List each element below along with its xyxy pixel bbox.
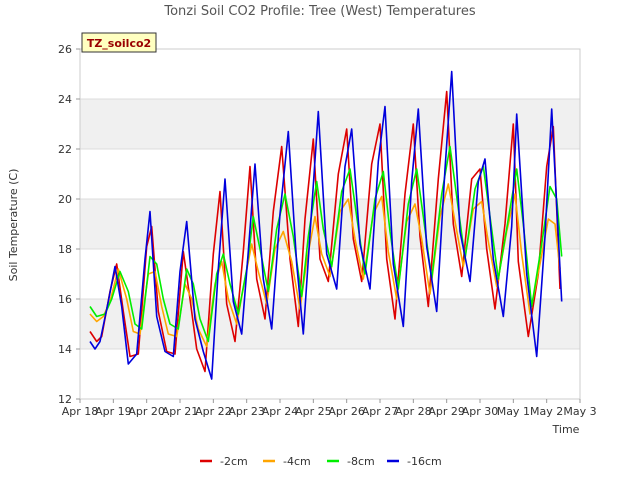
x-tick-label: Apr 21 (162, 405, 199, 418)
series-line-4cm (89, 183, 561, 348)
grid-band (80, 299, 580, 349)
y-tick-label: 24 (58, 93, 72, 106)
y-tick-label: 14 (58, 343, 72, 356)
x-tick-label: Apr 23 (228, 405, 265, 418)
y-axis-label: Soil Temperature (C) (7, 169, 20, 282)
x-tick-label: Apr 30 (462, 405, 499, 418)
x-tick-label: Apr 18 (62, 405, 99, 418)
x-tick-label: Apr 26 (328, 405, 365, 418)
x-tick-label: Apr 19 (95, 405, 132, 418)
y-tick-label: 18 (58, 243, 72, 256)
y-axis: 12 14 16 18 20 22 24 26 (58, 43, 80, 406)
legend-label: -16cm (407, 455, 442, 468)
x-tick-label: Apr 25 (295, 405, 332, 418)
chart-title: Tonzi Soil CO2 Profile: Tree (West) Temp… (163, 4, 476, 19)
legend: -2cm -4cm -8cm -16cm (200, 455, 442, 468)
legend-label: -8cm (347, 455, 375, 468)
x-tick-label: May 2 (530, 405, 563, 418)
x-axis-label: Time (552, 423, 580, 436)
y-tick-label: 12 (58, 393, 72, 406)
legend-label: -4cm (283, 455, 311, 468)
plot-frame (79, 48, 581, 400)
x-tick-label: May 1 (497, 405, 530, 418)
tag-label: TZ_soilco2 (87, 37, 151, 50)
series-line-16cm (89, 70, 563, 380)
tag-box: TZ_soilco2 (81, 32, 157, 53)
x-tick-label: May 3 (563, 405, 596, 418)
x-tick-label: Apr 27 (362, 405, 399, 418)
y-tick-label: 16 (58, 293, 72, 306)
grid-band (80, 199, 580, 249)
x-tick-label: Apr 24 (262, 405, 299, 418)
plot-background (80, 49, 580, 399)
x-tick-label: Apr 22 (195, 405, 232, 418)
x-tick-label: Apr 20 (128, 405, 165, 418)
grid-band (80, 99, 580, 149)
series-line-2cm (89, 90, 561, 373)
y-tick-label: 20 (58, 193, 72, 206)
series-lines (89, 70, 563, 380)
y-tick-label: 26 (58, 43, 72, 56)
legend-label: -2cm (220, 455, 248, 468)
x-tick-label: Apr 28 (395, 405, 432, 418)
x-tick-label: Apr 29 (428, 405, 465, 418)
y-tick-label: 22 (58, 143, 72, 156)
